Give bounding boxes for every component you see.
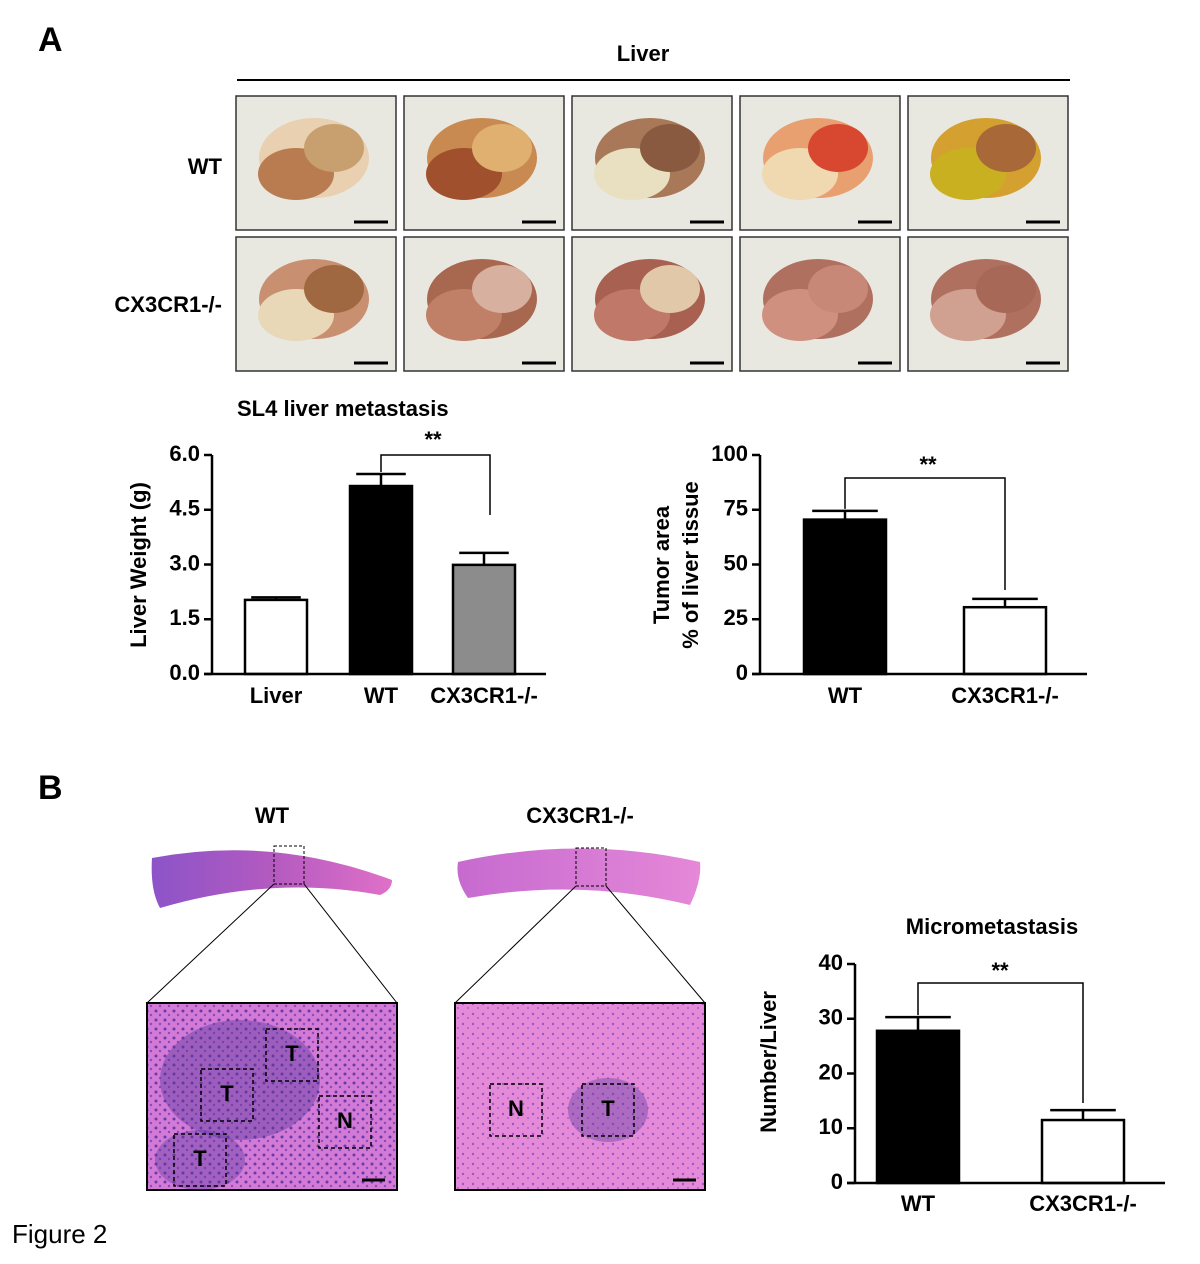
row-label: CX3CR1-/- — [114, 292, 222, 317]
liver — [304, 124, 364, 172]
region-box — [489, 1083, 543, 1137]
y-tick-label: 0 — [736, 660, 748, 685]
zoom-box — [575, 847, 607, 887]
liver — [808, 124, 868, 172]
chart-title: Micrometastasis — [906, 914, 1078, 939]
y-tick-label: 75 — [724, 496, 748, 521]
liver — [472, 265, 532, 313]
y-axis-label: Liver Weight (g) — [126, 482, 151, 648]
y-tick-label: 0.0 — [169, 660, 200, 685]
y-tick-label: 100 — [711, 441, 748, 466]
y-tick-label: 20 — [819, 1059, 843, 1084]
x-tick-label: Liver — [250, 683, 303, 708]
y-tick-label: 6.0 — [169, 441, 200, 466]
liver — [640, 124, 700, 172]
section — [457, 848, 701, 905]
tumor-area — [568, 1078, 648, 1142]
bar — [1040, 1118, 1126, 1185]
y-tick-label: 10 — [819, 1114, 843, 1139]
tumor-area — [155, 1130, 245, 1190]
x-tick-label: CX3CR1-/- — [1029, 1191, 1137, 1216]
liver — [808, 265, 868, 313]
y-tick-label: 1.5 — [169, 605, 200, 630]
region-label: T — [285, 1041, 299, 1066]
column-label: CX3CR1-/- — [526, 803, 634, 828]
x-tick-label: CX3CR1-/- — [430, 683, 538, 708]
region-label: N — [508, 1096, 524, 1121]
y-axis-label: % of liver tissue — [678, 481, 703, 649]
significance-label: ** — [991, 958, 1009, 983]
x-tick-label: CX3CR1-/- — [951, 683, 1059, 708]
zoom-line — [605, 885, 706, 1004]
inset — [454, 1002, 706, 1191]
significance-label: ** — [919, 452, 937, 477]
y-tick-label: 50 — [724, 550, 748, 575]
zoom-box — [273, 845, 305, 885]
zoom-line — [146, 883, 275, 1004]
significance-bracket — [380, 454, 491, 515]
y-tick-label: 4.5 — [169, 496, 200, 521]
y-tick-label: 25 — [724, 605, 748, 630]
significance-bracket — [844, 477, 1006, 590]
y-axis-label: Tumor area — [649, 505, 674, 624]
histology: WT CX3CR1-/- — [146, 803, 706, 1191]
bar — [962, 605, 1048, 676]
liver — [976, 124, 1036, 172]
zoom-line — [303, 883, 398, 1004]
photo-title: Liver — [617, 41, 670, 66]
region-box — [581, 1083, 635, 1137]
panel-label: A — [38, 21, 63, 59]
bar — [802, 518, 888, 676]
chart-title: SL4 liver metastasis — [237, 396, 449, 421]
y-tick-label: 30 — [819, 1005, 843, 1030]
significance-bracket — [917, 982, 1084, 1103]
tumor-area — [160, 1020, 320, 1140]
x-tick-label: WT — [828, 683, 863, 708]
region-label: N — [337, 1108, 353, 1133]
y-tick-label: 3.0 — [169, 550, 200, 575]
region-label: T — [601, 1096, 615, 1121]
region-label: T — [220, 1081, 234, 1106]
row-label: WT — [188, 154, 223, 179]
x-tick-label: WT — [364, 683, 399, 708]
column-label: WT — [255, 803, 290, 828]
liver — [976, 265, 1036, 313]
bar — [348, 484, 414, 676]
section — [151, 850, 392, 908]
region-box — [173, 1133, 227, 1187]
region-box — [265, 1028, 319, 1082]
liver — [640, 265, 700, 313]
y-tick-label: 0 — [831, 1169, 843, 1194]
y-tick-label: 40 — [819, 950, 843, 975]
photo-grid — [235, 95, 1069, 372]
zoom-line — [454, 885, 577, 1004]
region-box — [318, 1095, 372, 1149]
panel-label: B — [38, 769, 63, 807]
region-box — [200, 1068, 254, 1122]
bar — [875, 1029, 961, 1185]
liver — [304, 265, 364, 313]
figure-label: Figure 2 — [12, 1219, 107, 1249]
bar — [451, 563, 517, 676]
bar — [243, 598, 309, 676]
x-tick-label: WT — [901, 1191, 936, 1216]
liver — [472, 124, 532, 172]
y-axis-label: Number/Liver — [756, 991, 781, 1133]
region-label: T — [193, 1146, 207, 1171]
significance-label: ** — [424, 427, 442, 452]
